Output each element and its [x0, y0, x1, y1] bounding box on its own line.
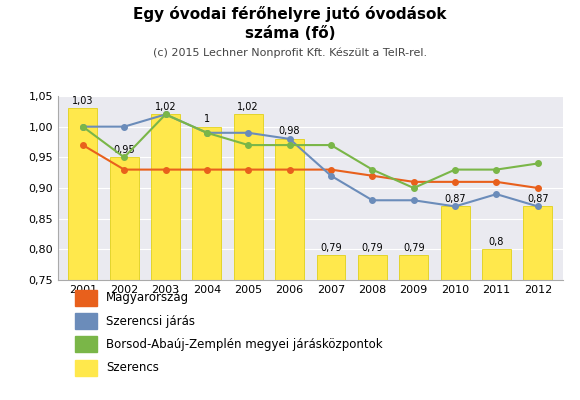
Text: Szerencs: Szerencs: [106, 361, 159, 374]
Bar: [358, 256, 387, 280]
Text: Magyarország: Magyarország: [106, 292, 189, 304]
Text: 0,98: 0,98: [279, 126, 300, 136]
Text: 0,8: 0,8: [489, 237, 504, 247]
Text: 0,79: 0,79: [320, 243, 342, 253]
Text: 0,87: 0,87: [444, 194, 466, 204]
Text: 1,02: 1,02: [237, 102, 259, 112]
Text: 1,02: 1,02: [155, 102, 176, 112]
Bar: [68, 108, 97, 280]
Text: száma (fő): száma (fő): [245, 26, 335, 41]
Text: Egy óvodai férőhelyre jutó óvodások: Egy óvodai férőhelyre jutó óvodások: [133, 6, 447, 22]
Bar: [317, 256, 346, 280]
Bar: [193, 127, 222, 280]
Bar: [482, 249, 511, 280]
Bar: [234, 114, 263, 280]
Text: 0,79: 0,79: [361, 243, 383, 253]
Bar: [399, 256, 428, 280]
Bar: [275, 139, 304, 280]
Bar: [441, 206, 470, 280]
Text: 1: 1: [204, 114, 210, 124]
Text: Borsod-Abaúj-Zemplén megyei járásközpontok: Borsod-Abaúj-Zemplén megyei járásközpont…: [106, 338, 383, 351]
Text: 0,87: 0,87: [527, 194, 549, 204]
Text: 1,03: 1,03: [72, 96, 93, 106]
Bar: [523, 206, 552, 280]
Text: 0,79: 0,79: [403, 243, 425, 253]
Bar: [151, 114, 180, 280]
Text: (c) 2015 Lechner Nonprofit Kft. Készült a TeIR-rel.: (c) 2015 Lechner Nonprofit Kft. Készült …: [153, 47, 427, 58]
Text: 0,95: 0,95: [113, 145, 135, 155]
Text: Szerencsi járás: Szerencsi járás: [106, 315, 195, 328]
Bar: [110, 157, 139, 280]
